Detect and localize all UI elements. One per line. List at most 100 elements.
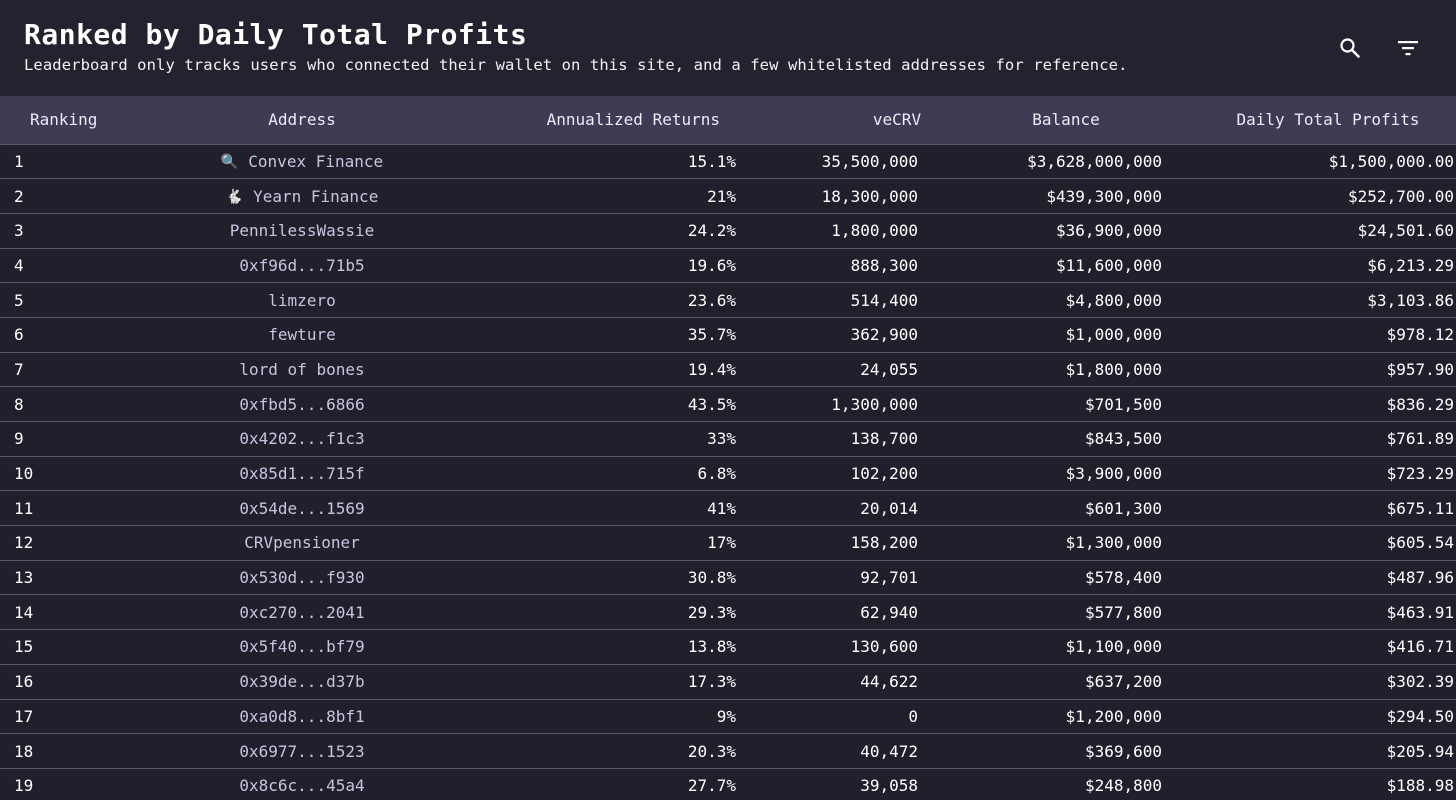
address-cell[interactable]: 0x5f40...bf79 (150, 630, 454, 665)
annualized-returns-cell: 21% (454, 179, 764, 214)
table-row[interactable]: 8 0xfbd5...6866 43.5% 1,300,000 $701,500 $836… (0, 386, 1456, 422)
balance-cell: $439,300,000 (930, 179, 1162, 214)
balance-cell: $248,800 (930, 768, 1162, 800)
address-cell[interactable]: 0xc270...2041 (150, 595, 454, 630)
balance-cell: $701,500 (930, 387, 1162, 422)
table-row[interactable]: 15 0x5f40...bf79 13.8% 130,600 $1,100,000 $41… (0, 629, 1456, 665)
vecrv-cell: 92,701 (764, 560, 930, 595)
rank-cell: 9 (0, 422, 150, 457)
address-cell[interactable]: 0xa0d8...8bf1 (150, 699, 454, 734)
address-cell[interactable]: 🐇 Yearn Finance (150, 179, 454, 214)
search-button[interactable] (1330, 28, 1370, 68)
address-cell-text[interactable]: Convex Finance (248, 151, 384, 171)
balance-cell-text: $578,400 (1084, 568, 1162, 588)
address-cell-text[interactable]: 0xc270...2041 (239, 602, 365, 622)
address-cell-text[interactable]: PennilessWassie (229, 221, 375, 241)
address-cell-text[interactable]: 0x530d...f930 (239, 568, 365, 588)
rank-cell: 1 (0, 144, 150, 179)
address-cell-text[interactable]: 0x4202...f1c3 (239, 429, 365, 449)
address-cell-text[interactable]: fewture (268, 325, 336, 345)
daily-total-profits-cell-text: $188.98 (1386, 776, 1454, 796)
vecrv-cell: 514,400 (764, 283, 930, 318)
vecrv-cell: 35,500,000 (764, 144, 930, 179)
address-cell[interactable]: 0xf96d...71b5 (150, 248, 454, 283)
address-cell-text[interactable]: Yearn Finance (253, 186, 379, 206)
daily-total-profits-cell: $487.96 (1162, 560, 1456, 595)
address-cell-text[interactable]: limzero (268, 290, 336, 310)
table-row[interactable]: 12 CRVpensioner 17% 158,200 $1,300,000 $605.5… (0, 525, 1456, 561)
address-cell[interactable]: 0x54de...1569 (150, 491, 454, 526)
annualized-returns-cell: 24.2% (454, 213, 764, 248)
column-header-vecrv[interactable]: veCRV (872, 110, 922, 130)
table-row[interactable]: 13 0x530d...f930 30.8% 92,701 $578,400 $487.9… (0, 560, 1456, 595)
filter-button[interactable] (1388, 28, 1428, 68)
table-row[interactable]: 19 0x8c6c...45a4 27.7% 39,058 $248,800 $188.9… (0, 768, 1456, 800)
table-row[interactable]: 14 0xc270...2041 29.3% 62,940 $577,800 $463.9… (0, 594, 1456, 630)
column-header-daily-total-profits[interactable]: Daily Total Profits (1236, 110, 1420, 130)
address-cell[interactable]: 0xfbd5...6866 (150, 387, 454, 422)
table-row[interactable]: 5 limzero 23.6% 514,400 $4,800,000 $3,103.86 (0, 282, 1456, 318)
address-cell-text[interactable]: 0xa0d8...8bf1 (239, 706, 365, 726)
address-cell[interactable]: PennilessWassie (150, 213, 454, 248)
address-cell-text[interactable]: 0xf96d...71b5 (239, 255, 365, 275)
table-row[interactable]: 7 lord of bones 19.4% 24,055 $1,800,000 $957.… (0, 352, 1456, 387)
address-cell[interactable]: 0x530d...f930 (150, 560, 454, 595)
column-header-balance[interactable]: Balance (1032, 110, 1100, 130)
address-cell-text[interactable]: 0xfbd5...6866 (239, 394, 365, 414)
rank-cell: 13 (0, 560, 150, 595)
table-row[interactable]: 11 0x54de...1569 41% 20,014 $601,300 $675.11 (0, 490, 1456, 526)
address-cell-text[interactable]: 0x6977...1523 (239, 741, 365, 761)
daily-total-profits-cell-text: $1,500,000.00 (1328, 151, 1454, 171)
table-row[interactable]: 2 🐇 Yearn Finance 21% 18,300,000 $439,300,000… (0, 178, 1456, 214)
address-cell[interactable]: 0x8c6c...45a4 (150, 768, 454, 800)
leaderboard-table: Ranking Address Annualized Returns veCRV… (0, 96, 1456, 800)
address-cell-text[interactable]: 0x5f40...bf79 (239, 637, 365, 657)
rank-cell-text: 10 (14, 464, 34, 484)
vecrv-cell: 24,055 (764, 352, 930, 387)
daily-total-profits-cell: $836.29 (1162, 387, 1456, 422)
balance-cell: $4,800,000 (930, 283, 1162, 318)
annualized-returns-cell-text: 17.3% (687, 672, 736, 692)
address-cell-text[interactable]: 0x54de...1569 (239, 498, 365, 518)
address-cell[interactable]: CRVpensioner (150, 526, 454, 561)
address-cell[interactable]: limzero (150, 283, 454, 318)
address-cell[interactable]: 0x6977...1523 (150, 734, 454, 769)
balance-cell-text: $369,600 (1084, 741, 1162, 761)
daily-total-profits-cell: $3,103.86 (1162, 283, 1456, 318)
balance-cell: $843,500 (930, 422, 1162, 457)
table-row[interactable]: 17 0xa0d8...8bf1 9% 0 $1,200,000 $294.50 (0, 699, 1456, 734)
table-row[interactable]: 3 PennilessWassie 24.2% 1,800,000 $36,900,00… (0, 213, 1456, 248)
address-cell-text[interactable]: 0x8c6c...45a4 (239, 776, 365, 796)
address-cell-text[interactable]: 0x85d1...715f (239, 464, 365, 484)
table-row[interactable]: 4 0xf96d...71b5 19.6% 888,300 $11,600,000 $6,… (0, 248, 1456, 283)
vecrv-cell-text: 514,400 (850, 290, 918, 310)
address-cell[interactable]: 0x85d1...715f (150, 456, 454, 491)
table-row[interactable]: 18 0x6977...1523 20.3% 40,472 $369,600 $205.9… (0, 733, 1456, 769)
table-row[interactable]: 6 fewture 35.7% 362,900 $1,000,000 $978.12 (0, 317, 1456, 352)
address-cell[interactable]: 0x4202...f1c3 (150, 422, 454, 457)
annualized-returns-cell: 27.7% (454, 768, 764, 800)
vecrv-cell: 62,940 (764, 595, 930, 630)
address-cell[interactable]: 🔍 Convex Finance (150, 144, 454, 179)
daily-total-profits-cell-text: $605.54 (1386, 533, 1454, 553)
column-header-annualized-returns[interactable]: Annualized Returns (546, 110, 720, 130)
balance-cell: $1,300,000 (930, 526, 1162, 561)
address-cell[interactable]: fewture (150, 317, 454, 352)
address-cell[interactable]: 0x39de...d37b (150, 664, 454, 699)
column-header-address[interactable]: Address (268, 110, 336, 130)
address-cell-text[interactable]: lord of bones (239, 359, 365, 379)
column-header-ranking[interactable]: Ranking (30, 110, 98, 130)
balance-cell-text: $1,200,000 (1065, 706, 1162, 726)
table-row[interactable]: 16 0x39de...d37b 17.3% 44,622 $637,200 $302.3… (0, 664, 1456, 699)
table-row[interactable]: 9 0x4202...f1c3 33% 138,700 $843,500 $761.89 (0, 421, 1456, 457)
address-cell[interactable]: lord of bones (150, 352, 454, 387)
annualized-returns-cell-text: 17% (707, 533, 736, 553)
vecrv-cell-text: 102,200 (850, 464, 918, 484)
table-row[interactable]: 1 🔍 Convex Finance 15.1% 35,500,000 $3,628,00… (0, 144, 1456, 179)
balance-cell-text: $1,000,000 (1065, 325, 1162, 345)
address-cell-text[interactable]: 0x39de...d37b (239, 672, 365, 692)
table-row[interactable]: 10 0x85d1...715f 6.8% 102,200 $3,900,000 $723… (0, 456, 1456, 491)
rank-cell: 17 (0, 699, 150, 734)
annualized-returns-cell-text: 24.2% (687, 221, 736, 241)
address-cell-text[interactable]: CRVpensioner (244, 533, 360, 553)
